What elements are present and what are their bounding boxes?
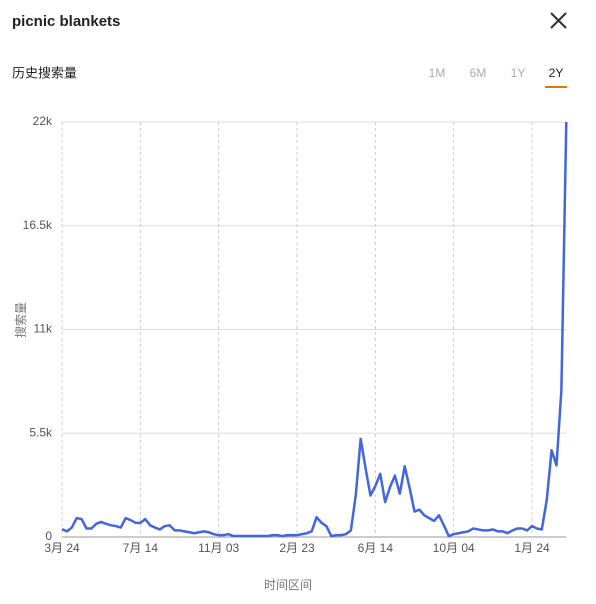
x-tick-label: 11月 03 xyxy=(198,541,239,555)
tab[interactable]: 1Y xyxy=(511,66,526,80)
y-tick-label: 0 xyxy=(45,529,52,543)
x-tick-label: 1月 24 xyxy=(514,541,550,555)
title: picnic blankets xyxy=(12,13,120,30)
y-tick-label: 16.5k xyxy=(23,218,53,232)
close-button[interactable] xyxy=(550,12,567,29)
series-line xyxy=(61,121,568,538)
tab[interactable]: 2Y xyxy=(549,66,564,80)
y-axis-label: 搜索量 xyxy=(13,302,28,338)
x-axis-label: 时间区间 xyxy=(264,578,312,592)
y-tick-label: 11k xyxy=(34,322,53,336)
x-tick-label: 10月 04 xyxy=(433,541,475,555)
section-label: 历史搜索量 xyxy=(12,65,77,80)
x-tick-label: 6月 14 xyxy=(358,541,394,555)
tab[interactable]: 1M xyxy=(429,66,446,80)
y-tick-label: 5.5k xyxy=(29,425,53,439)
x-tick-label: 3月 24 xyxy=(44,541,80,555)
tab[interactable]: 6M xyxy=(470,66,487,80)
x-tick-label: 7月 14 xyxy=(123,541,159,555)
x-tick-label: 2月 23 xyxy=(279,541,315,555)
y-tick-label: 22k xyxy=(33,114,53,128)
